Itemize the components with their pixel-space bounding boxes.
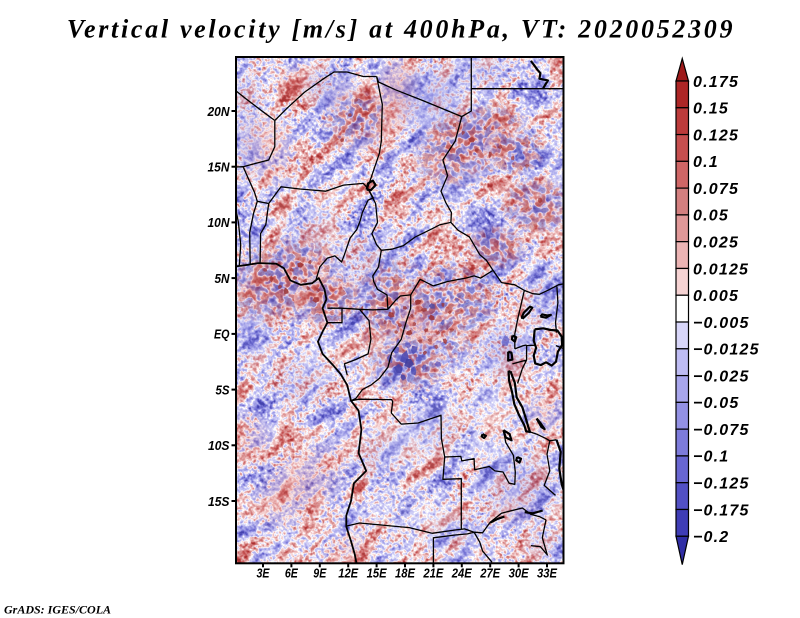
svg-text:−0.125: −0.125 — [693, 476, 750, 493]
svg-text:21E: 21E — [423, 566, 444, 581]
svg-text:15E: 15E — [367, 566, 387, 581]
svg-text:9E: 9E — [313, 566, 326, 581]
svg-text:0.005: 0.005 — [693, 288, 739, 305]
svg-text:15S: 15S — [208, 494, 230, 509]
svg-text:24E: 24E — [451, 566, 472, 581]
svg-text:3E: 3E — [257, 566, 270, 581]
svg-text:Vertical velocity [m/s] at 400: Vertical velocity [m/s] at 400hPa, VT: 2… — [67, 15, 735, 44]
svg-text:6E: 6E — [285, 566, 298, 581]
svg-text:−0.0125: −0.0125 — [693, 342, 760, 359]
svg-text:12E: 12E — [338, 566, 358, 581]
svg-text:0.025: 0.025 — [693, 234, 739, 251]
svg-text:10N: 10N — [208, 215, 231, 230]
svg-text:0.1: 0.1 — [693, 154, 719, 171]
svg-text:0.15: 0.15 — [693, 101, 729, 118]
svg-text:−0.175: −0.175 — [693, 502, 750, 519]
svg-text:18E: 18E — [395, 566, 415, 581]
svg-text:EQ: EQ — [214, 327, 230, 342]
svg-text:GrADS: IGES/COLA: GrADS: IGES/COLA — [4, 603, 111, 617]
svg-text:5N: 5N — [215, 271, 231, 286]
svg-text:33E: 33E — [537, 566, 557, 581]
svg-text:−0.075: −0.075 — [693, 422, 750, 439]
svg-text:−0.05: −0.05 — [693, 395, 739, 412]
svg-text:−0.2: −0.2 — [693, 529, 729, 546]
svg-text:0.175: 0.175 — [693, 74, 739, 91]
svg-text:−0.025: −0.025 — [693, 368, 750, 385]
svg-text:20N: 20N — [207, 104, 230, 119]
svg-text:−0.005: −0.005 — [693, 315, 750, 332]
svg-text:−0.1: −0.1 — [693, 449, 729, 466]
svg-text:0.125: 0.125 — [693, 127, 739, 144]
svg-text:15N: 15N — [208, 160, 231, 175]
svg-text:5S: 5S — [216, 382, 230, 397]
svg-text:30E: 30E — [509, 566, 529, 581]
svg-text:0.075: 0.075 — [693, 181, 739, 198]
svg-text:0.0125: 0.0125 — [693, 261, 749, 278]
svg-text:0.05: 0.05 — [693, 208, 729, 225]
svg-text:27E: 27E — [479, 566, 500, 581]
svg-text:10S: 10S — [208, 438, 230, 453]
